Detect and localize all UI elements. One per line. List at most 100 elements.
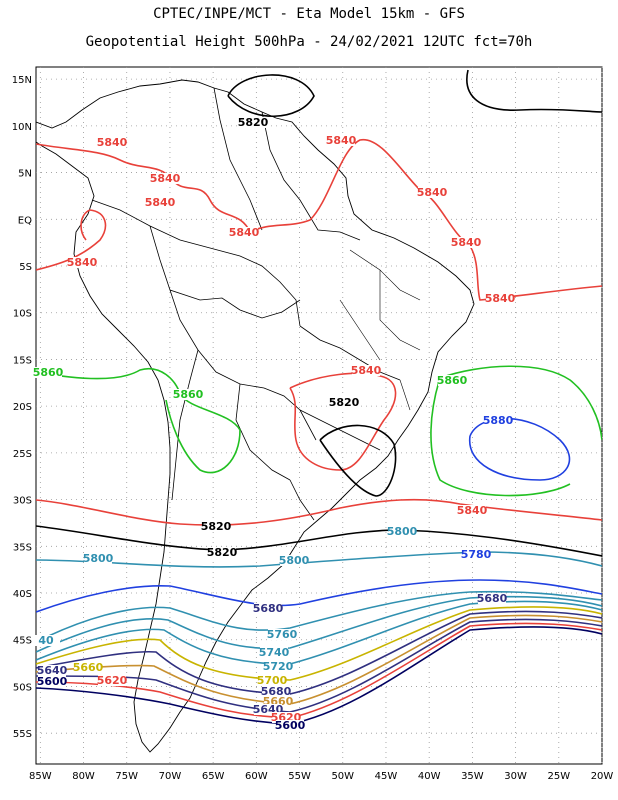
contour-label: 5880 (483, 414, 514, 427)
contour-label-bg (264, 661, 292, 672)
lon-label: 60W (245, 771, 268, 782)
lon-label: 20W (591, 771, 614, 782)
contour-5780 (36, 579, 602, 613)
contour-label-bg (438, 375, 466, 386)
contour-label: 5840 (417, 186, 448, 199)
lon-label: 50W (331, 771, 354, 782)
contour-label-bg (484, 415, 512, 426)
contour-5860-west (36, 367, 241, 474)
contour-label: 5800 (387, 525, 418, 538)
lat-label: 5S (19, 262, 32, 273)
contour-5860-east-2 (430, 377, 571, 497)
contour-label-bg (388, 526, 416, 537)
lat-label: 55S (13, 729, 32, 740)
contour-label-bg (38, 676, 66, 687)
contour-5820-north (227, 74, 315, 117)
map-subtitle: Geopotential Height 500hPa - 24/02/2021 … (85, 34, 533, 50)
contour-label-bg (280, 555, 308, 566)
contour-label-bg (260, 647, 288, 658)
contour-5760 (36, 590, 602, 643)
lat-label: 25S (13, 449, 32, 460)
south-america-coastline (36, 79, 475, 753)
contour-label: 5680 (477, 592, 508, 605)
contour-5700 (36, 606, 602, 681)
lon-label: 80W (72, 771, 95, 782)
contour-5820-ne (466, 69, 602, 113)
contour-5860-east (439, 365, 602, 441)
contour-label-bg (202, 521, 230, 532)
map-title: CPTEC/INPE/MCT - Eta Model 15km - GFS (153, 6, 465, 22)
contour-label-bg (239, 117, 267, 128)
contour-5640 (36, 618, 602, 713)
contour-label-bg (276, 720, 304, 731)
contour-5680 (36, 610, 602, 695)
lon-label: 35W (461, 771, 484, 782)
contour-label-bg (32, 635, 60, 646)
contour-label: 5840 (97, 136, 128, 149)
lon-label: 30W (504, 771, 527, 782)
contour-5840-south (36, 498, 602, 526)
lon-label: 55W (288, 771, 311, 782)
contour-label: 5820 (201, 520, 232, 533)
lat-label: 10N (12, 122, 32, 133)
contour-label-bg (462, 549, 490, 560)
lon-label: 40W (418, 771, 441, 782)
contour-label-bg (268, 629, 296, 640)
contour-label-bg (98, 675, 126, 686)
contour-label: 5840 (457, 504, 488, 517)
lat-label: 15N (12, 75, 32, 86)
contour-label-bg (68, 257, 96, 268)
contour-label: 5840 (67, 256, 98, 269)
contour-label: 5780 (461, 548, 492, 561)
contour-label-bg (258, 675, 286, 686)
contour-5840-west (36, 209, 107, 271)
contour-label-bg (34, 367, 62, 378)
lon-label: 70W (159, 771, 182, 782)
contour-label: 5740 (259, 646, 290, 659)
contour-label: 5860 (437, 374, 468, 387)
contour-label: 5680 (253, 602, 284, 615)
contour-label-bg (418, 187, 446, 198)
contour-label: 5640 (37, 664, 68, 677)
lat-label: 30S (13, 496, 32, 507)
lon-label: 65W (202, 771, 225, 782)
contour-5740 (36, 595, 602, 653)
contour-label: 5840 (229, 226, 260, 239)
contour-label: 5860 (173, 388, 204, 401)
contour-label: 5600 (37, 675, 68, 688)
contour-label: 5680 (261, 685, 292, 698)
contour-label-bg (272, 712, 300, 723)
contour-label-bg (254, 603, 282, 614)
contours (36, 69, 602, 725)
contour-label-bg (452, 237, 480, 248)
contour-label: 5760 (267, 628, 298, 641)
contour-label: 5840 (351, 364, 382, 377)
contour-label-bg (478, 593, 506, 604)
contour-label-bg (264, 696, 292, 707)
contour-label-bg (327, 135, 355, 146)
lon-label: 45W (375, 771, 398, 782)
lat-label: 15S (13, 355, 32, 366)
lat-label: 10S (13, 309, 32, 320)
lat-label: 5N (18, 169, 32, 180)
contour-label: 5860 (33, 366, 64, 379)
contour-label-bg (74, 662, 102, 673)
country-borders (91, 87, 401, 521)
contour-label: 5600 (275, 719, 306, 732)
contour-label-bg (254, 704, 282, 715)
contour-5800 (36, 551, 602, 568)
lat-label: EQ (18, 215, 32, 226)
lat-label: 40S (13, 589, 32, 600)
plot-frame (35, 66, 603, 765)
lon-label: 85W (29, 771, 52, 782)
contour-label-bg (458, 505, 486, 516)
contour-label: 40 (38, 634, 54, 647)
contour-label-bg (98, 137, 126, 148)
contour-5840-north (36, 139, 602, 301)
contour-label-bg (230, 227, 258, 238)
contour-label-bg (151, 173, 179, 184)
lon-label: 75W (115, 771, 138, 782)
contour-label-bg (262, 686, 290, 697)
state-borders (339, 249, 421, 411)
